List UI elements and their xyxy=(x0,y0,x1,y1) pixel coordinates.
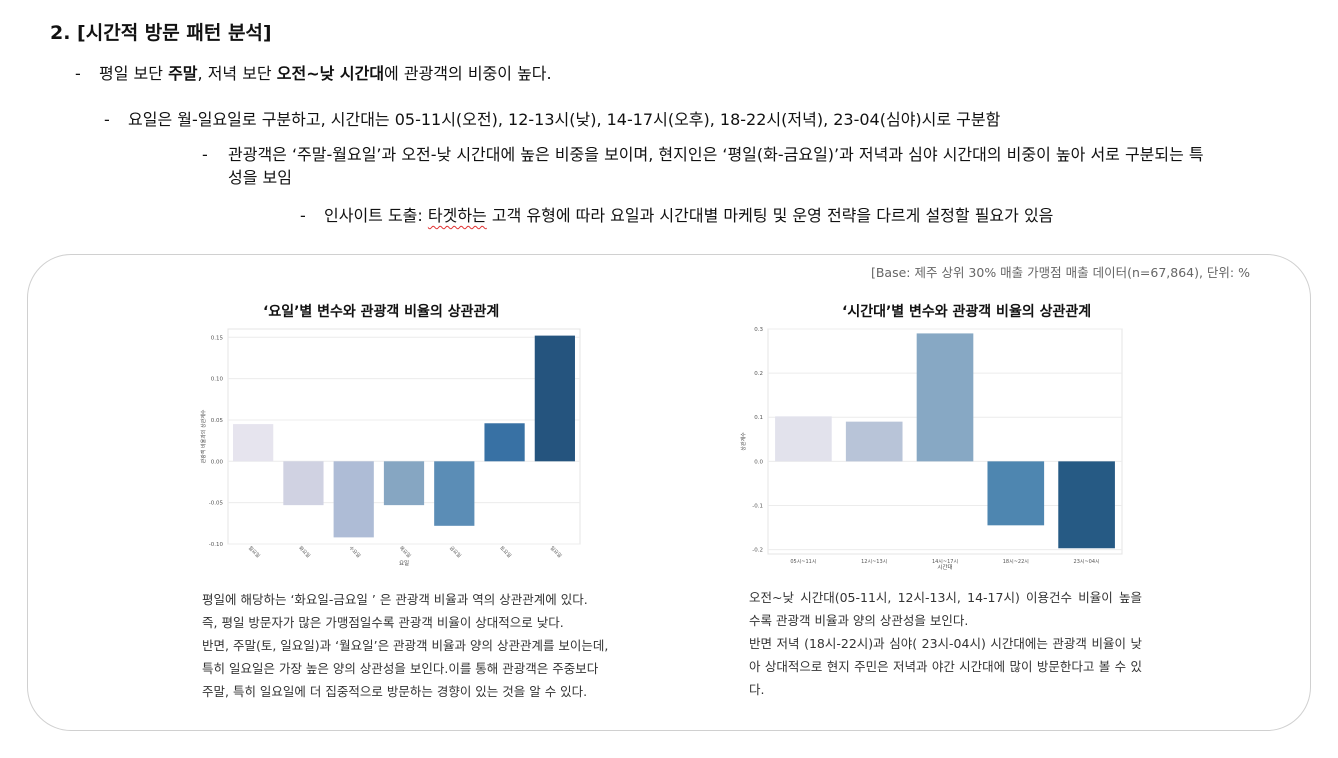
x-tick-label: 23시~04시 xyxy=(1074,559,1100,565)
x-axis-label: 시간대 xyxy=(937,563,952,571)
bullet-dash: - xyxy=(75,64,81,83)
x-tick-label: 05시~11시 xyxy=(790,559,816,565)
right-desc-para: 오전~낮 시간대(05-11시, 12시-13시, 14-17시) 이용건수 비… xyxy=(749,590,1142,628)
x-tick-label: 14시~17시 xyxy=(932,559,958,565)
bar xyxy=(1058,461,1115,549)
bullet-3-text: 관광객은 ‘주말-월요일’과 오전-낮 시간대에 높은 비중을 보이며, 현지인… xyxy=(228,145,1204,187)
bar xyxy=(845,421,903,462)
bar xyxy=(484,423,525,462)
bullet-3: - 관광객은 ‘주말-월요일’과 오전-낮 시간대에 높은 비중을 보이며, 현… xyxy=(202,143,1212,187)
bullet-4: - 인사이트 도출: 타겟하는 고객 유형에 따라 요일과 시간대별 마케팅 및 … xyxy=(300,202,1053,226)
base-note: [Base: 제주 상위 30% 매출 가맹점 매출 데이터(n=67,864)… xyxy=(870,265,1250,280)
bar xyxy=(283,461,324,506)
y-tick-label: 0.2 xyxy=(754,371,763,377)
weekday-correlation-chart: -0.10 -0.05 0.00 0.05 0.10 0.15 월요일 화요일 수요일 목요일 금요… xyxy=(200,328,581,567)
x-tick-label: 일요일 xyxy=(549,545,564,560)
x-tick-label: 토요일 xyxy=(498,545,513,560)
x-tick-label: 월요일 xyxy=(247,545,262,560)
y-tick-label: -0.1 xyxy=(752,503,763,509)
y-tick-label: 0.00 xyxy=(211,459,224,465)
left-description: 평일에 해당하는 ‘화요일-금요일 ’ 은 관광객 비율과 역의 상관관계에 있… xyxy=(202,588,622,703)
y-tick-label: 0.05 xyxy=(211,418,224,424)
plot-area xyxy=(227,328,581,545)
right-desc-para: 반면 저녁 (18시-22시)과 심야( 23시-04시) 시간대에는 관광객 … xyxy=(749,636,1142,697)
bar xyxy=(534,335,575,462)
bar xyxy=(775,416,832,462)
right-description: 오전~낮 시간대(05-11시, 12시-13시, 14-17시) 이용건수 비… xyxy=(749,586,1142,701)
bar xyxy=(383,461,425,506)
bar xyxy=(333,461,374,538)
x-tick-label: 18시~22시 xyxy=(1003,559,1029,565)
y-axis-label: 관광객 비율과의 상관계수 xyxy=(200,409,207,463)
bullet-2-text: 요일은 월-일요일로 구분하고, 시간대는 05-11시(오전), 12-13시… xyxy=(128,110,1001,129)
y-tick-label: 0.3 xyxy=(754,327,763,333)
section-heading: 2. [시간적 방문 패턴 분석] xyxy=(50,22,272,44)
left-desc-line: 반면, 주말(토, 일요일)과 ‘월요일’은 관광객 비율과 양의 상관관계를 … xyxy=(202,638,609,653)
bullet-1: - 평일 보단 주말, 저녁 보단 오전~낮 시간대에 관광객의 비중이 높다. xyxy=(75,60,552,84)
y-tick-label: -0.05 xyxy=(209,501,224,507)
bullet-1-text-a: 평일 보단 xyxy=(99,64,169,83)
bullet-2: - 요일은 월-일요일로 구분하고, 시간대는 05-11시(오전), 12-13… xyxy=(104,106,1000,130)
bar xyxy=(233,424,274,462)
bullet-dash: - xyxy=(104,110,110,129)
left-desc-line: 주말, 특히 일요일에 더 집중적으로 방문하는 경향이 있는 것을 알 수 있… xyxy=(202,684,588,699)
spellcheck-word: 타겟하는 xyxy=(427,206,487,225)
bullet-1-text-c: 에 관광객의 비중이 높다. xyxy=(384,64,552,83)
bar xyxy=(916,333,974,462)
bar xyxy=(434,461,475,526)
left-desc-line: 특히 일요일은 가장 높은 양의 상관성을 보인다.이를 통해 관광객은 주중보… xyxy=(202,661,599,676)
y-tick-label: 0.0 xyxy=(754,459,763,465)
y-tick-label: 0.10 xyxy=(211,377,224,383)
insight-text: 고객 유형에 따라 요일과 시간대별 마케팅 및 운영 전략을 다르게 설정할 … xyxy=(486,206,1054,225)
x-axis-label: 요일 xyxy=(399,559,409,567)
y-tick-label: -0.2 xyxy=(752,548,763,554)
charts-panel xyxy=(27,254,1311,731)
x-tick-label: 수요일 xyxy=(347,545,362,560)
left-desc-line: 평일에 해당하는 ‘화요일-금요일 ’ 은 관광객 비율과 역의 상관관계에 있… xyxy=(202,592,588,607)
bullet-1-text-b: , 저녁 보단 xyxy=(197,64,277,83)
bullet-1-bold-morning: 오전~낮 시간대 xyxy=(276,64,385,83)
bullet-dash: - xyxy=(300,206,306,225)
x-tick-label: 금요일 xyxy=(448,545,463,560)
bullet-dash: - xyxy=(202,145,208,164)
left-chart-title: ‘요일’별 변수와 관광객 비율의 상관관계 xyxy=(263,304,500,320)
x-tick-label: 화요일 xyxy=(297,545,312,560)
right-chart-title: ‘시간대’별 변수와 관광객 비율의 상관관계 xyxy=(842,304,1092,320)
bullet-1-bold-weekend: 주말 xyxy=(168,64,198,83)
x-tick-label: 12시~13시 xyxy=(861,559,887,565)
bar xyxy=(987,461,1045,526)
y-axis-label: 상관계수 xyxy=(740,432,747,451)
y-tick-label: 0.1 xyxy=(754,415,763,421)
left-desc-line: 즉, 평일 방문자가 많은 가맹점일수록 관광객 비율이 상대적으로 낮다. xyxy=(202,615,564,630)
timeslot-correlation-chart: -0.2 -0.1 0.0 0.1 0.2 0.3 05시~11시 12시~13시 14시~17… xyxy=(740,327,1123,571)
y-tick-label: 0.15 xyxy=(211,335,224,341)
y-tick-label: -0.10 xyxy=(209,542,224,548)
insight-label: 인사이트 도출: xyxy=(324,206,428,225)
x-tick-label: 목요일 xyxy=(398,545,413,560)
